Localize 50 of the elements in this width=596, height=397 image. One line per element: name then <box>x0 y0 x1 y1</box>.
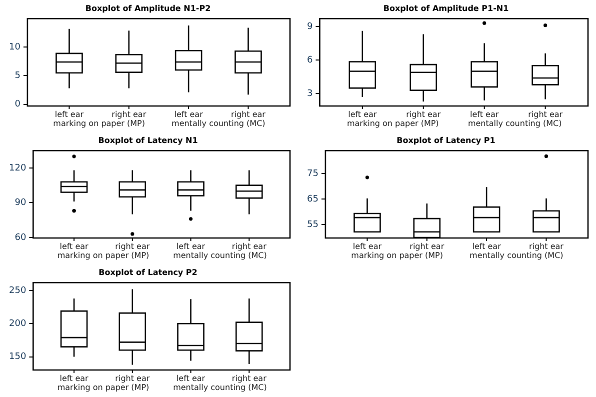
y-tick-label: 250 <box>8 286 26 296</box>
chart-title: Boxplot of Latency N1 <box>98 136 198 145</box>
y-tick-label: 3 <box>306 89 313 100</box>
x-tick-label: left ear <box>60 242 90 252</box>
x-tick-label: right ear <box>410 242 445 252</box>
text: marking on paper (MP) <box>351 251 443 260</box>
text: mentally counting (MC) <box>173 251 267 260</box>
x-tick-label: left ear <box>54 110 84 120</box>
y-tick-label: 65 <box>307 194 318 204</box>
text: mentally counting (MC) <box>470 251 564 260</box>
text: marking on paper (MP) <box>57 383 150 392</box>
y-tick-label: 60 <box>14 232 26 243</box>
chart-title: Boxplot of Amplitude N1-P2 <box>85 4 211 13</box>
x-tick-label: left ear <box>60 374 90 384</box>
text: marking on paper (MP) <box>57 251 150 260</box>
y-tick-label: 120 <box>8 163 26 174</box>
x-tick-label: left ear <box>176 242 206 252</box>
y-tick-label: 5 <box>14 71 20 82</box>
y-tick-label: 9 <box>306 22 313 32</box>
text: marking on paper (MP) <box>346 119 439 128</box>
x-tick-label: left ear <box>176 374 206 384</box>
y-tick-label: 0 <box>14 100 21 110</box>
y-tick-label: 150 <box>8 352 26 362</box>
x-tick-label: right ear <box>232 374 268 384</box>
text: mentally counting (MC) <box>173 383 267 392</box>
x-tick-label: left ear <box>348 110 378 120</box>
x-tick-label: left ear <box>470 110 500 120</box>
x-tick-label: right ear <box>115 374 150 384</box>
text: mentally counting (MC) <box>172 119 266 128</box>
text: mentally counting (MC) <box>468 119 562 128</box>
x-tick-label: right ear <box>115 242 150 252</box>
y-tick-label: 10 <box>9 42 21 53</box>
text: marking on paper (MP) <box>53 119 145 128</box>
y-tick-label: 55 <box>307 220 318 230</box>
y-tick-label: 200 <box>8 318 26 329</box>
x-tick-label: left ear <box>174 110 204 120</box>
chart-title: Boxplot of Amplitude P1-N1 <box>383 4 510 13</box>
x-tick-label: left ear <box>472 242 502 252</box>
y-tick-label: 90 <box>14 198 26 208</box>
x-tick-label: right ear <box>529 242 564 252</box>
chart-title: Boxplot of Latency P2 <box>98 268 198 277</box>
x-tick-label: right ear <box>232 242 268 252</box>
x-tick-label: right ear <box>406 110 442 120</box>
y-tick-label: 75 <box>307 168 318 179</box>
x-tick-label: right ear <box>112 110 147 120</box>
y-tick-label: 6 <box>306 55 313 66</box>
chart-title: Boxplot of Latency P1 <box>396 136 496 145</box>
x-tick-label: right ear <box>231 110 266 120</box>
x-tick-label: right ear <box>528 110 564 120</box>
x-tick-label: left ear <box>352 242 382 252</box>
